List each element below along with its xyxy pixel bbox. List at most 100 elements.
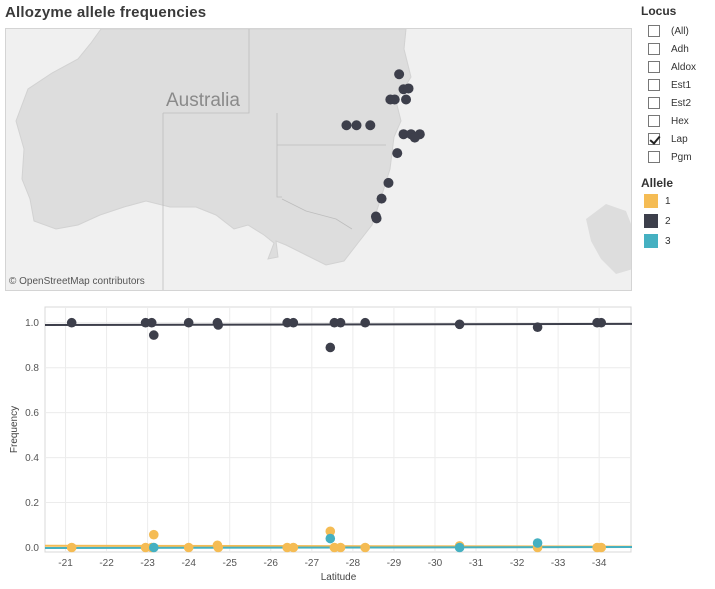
island-landmass bbox=[586, 204, 631, 274]
australia-landmass bbox=[15, 29, 412, 266]
data-point-allele-1[interactable] bbox=[213, 542, 224, 553]
map-points-layer bbox=[341, 69, 425, 224]
data-point-allele-2[interactable] bbox=[325, 342, 336, 353]
map-site-marker[interactable] bbox=[389, 94, 400, 105]
data-point-allele-3[interactable] bbox=[325, 533, 336, 544]
map-canvas[interactable]: Australia bbox=[6, 29, 632, 291]
legend-swatch bbox=[644, 234, 658, 248]
state-border bbox=[281, 198, 353, 230]
y-axis-label: Frequency bbox=[9, 406, 20, 453]
map-site-marker[interactable] bbox=[371, 213, 382, 224]
x-axis-label: Latitude bbox=[321, 572, 357, 583]
x-tick-label: -30 bbox=[428, 558, 443, 569]
data-point-allele-2[interactable] bbox=[454, 319, 465, 330]
y-tick-label: 0.4 bbox=[25, 453, 39, 464]
locus-option-label: Est1 bbox=[671, 79, 692, 91]
chart-canvas[interactable]: -21 -22 -23 -24 -25 -26 -27 -28 -29 -30 -31 -32 -33 -… bbox=[5, 306, 632, 589]
data-point-allele-2[interactable] bbox=[183, 317, 194, 328]
data-point-allele-2[interactable] bbox=[288, 317, 299, 328]
x-tick-label: -26 bbox=[264, 558, 279, 569]
y-tick-label: 0.0 bbox=[25, 543, 39, 554]
legend-label: 2 bbox=[665, 215, 671, 227]
legend-swatch bbox=[644, 194, 658, 208]
checkbox[interactable] bbox=[648, 115, 660, 127]
checkbox[interactable] bbox=[648, 43, 660, 55]
locus-option-est2[interactable]: Est2 bbox=[648, 94, 691, 112]
map-site-marker[interactable] bbox=[341, 120, 352, 131]
y-tick-label: 1.0 bbox=[25, 318, 39, 329]
x-tick-label: -32 bbox=[510, 558, 525, 569]
x-tick-label: -27 bbox=[305, 558, 320, 569]
data-point-allele-1[interactable] bbox=[335, 542, 346, 553]
x-tick-label: -24 bbox=[181, 558, 196, 569]
checkbox[interactable] bbox=[648, 97, 660, 109]
legend-item-allele-3[interactable]: 3 bbox=[644, 232, 671, 250]
checkbox[interactable] bbox=[648, 25, 660, 37]
locus-option-label: Pgm bbox=[671, 151, 692, 163]
locus-option-est1[interactable]: Est1 bbox=[648, 76, 691, 94]
data-point-allele-2[interactable] bbox=[360, 317, 370, 328]
data-point-allele-1[interactable] bbox=[360, 542, 370, 553]
map-country-label: Australia bbox=[166, 90, 240, 111]
map-site-marker[interactable] bbox=[376, 193, 387, 204]
data-point-allele-2[interactable] bbox=[532, 322, 543, 333]
data-point-allele-2[interactable] bbox=[148, 330, 159, 340]
data-point-allele-2[interactable] bbox=[596, 317, 607, 328]
x-tick-label: -33 bbox=[551, 558, 566, 569]
x-tick-label: -29 bbox=[387, 558, 402, 569]
locus-option-label: Adh bbox=[671, 43, 689, 55]
x-tick-label: -21 bbox=[58, 558, 73, 569]
state-border bbox=[276, 145, 282, 198]
y-tick-label: 0.2 bbox=[25, 498, 39, 509]
data-point-allele-1[interactable] bbox=[183, 542, 194, 553]
locus-option-label: Lap bbox=[671, 133, 688, 145]
checkbox[interactable] bbox=[648, 61, 660, 73]
x-tick-label: -31 bbox=[469, 558, 484, 569]
data-point-allele-1[interactable] bbox=[148, 529, 159, 540]
legend-swatch bbox=[644, 214, 658, 228]
x-tick-label: -34 bbox=[592, 558, 607, 569]
checkbox[interactable] bbox=[648, 79, 660, 91]
data-point-allele-3[interactable] bbox=[532, 538, 543, 548]
locus-option-all[interactable]: (All) bbox=[648, 22, 689, 40]
y-tick-label: 0.6 bbox=[25, 408, 39, 419]
map-site-marker[interactable] bbox=[401, 94, 412, 105]
data-point-allele-2[interactable] bbox=[213, 320, 224, 330]
locus-option-aldox[interactable]: Aldox bbox=[648, 58, 696, 76]
map-site-marker[interactable] bbox=[398, 129, 409, 140]
checkbox[interactable] bbox=[648, 133, 660, 145]
data-point-allele-3[interactable] bbox=[148, 542, 159, 553]
map-panel[interactable]: Australia © OpenStreetMap contributors bbox=[5, 28, 632, 291]
locus-option-adh[interactable]: Adh bbox=[648, 40, 689, 58]
map-site-marker[interactable] bbox=[394, 69, 405, 80]
data-point-allele-1[interactable] bbox=[596, 542, 607, 553]
legend-label: 1 bbox=[665, 195, 671, 207]
map-site-marker[interactable] bbox=[403, 83, 414, 94]
x-tick-label: -25 bbox=[222, 558, 237, 569]
locus-option-label: Aldox bbox=[671, 61, 697, 73]
legend-label: 3 bbox=[665, 235, 671, 247]
data-point-allele-2[interactable] bbox=[66, 317, 77, 328]
map-site-marker[interactable] bbox=[365, 120, 376, 131]
locus-option-lap[interactable]: Lap bbox=[648, 130, 688, 148]
checkbox[interactable] bbox=[648, 151, 660, 163]
map-site-marker[interactable] bbox=[383, 177, 394, 188]
page-title: Allozyme allele frequencies bbox=[5, 4, 207, 21]
state-border bbox=[163, 29, 250, 114]
legend-item-allele-2[interactable]: 2 bbox=[644, 212, 671, 230]
data-point-allele-2[interactable] bbox=[335, 317, 346, 328]
data-point-allele-1[interactable] bbox=[288, 542, 299, 553]
locus-option-hex[interactable]: Hex bbox=[648, 112, 689, 130]
legend-item-allele-1[interactable]: 1 bbox=[644, 192, 671, 210]
data-point-allele-2[interactable] bbox=[146, 317, 157, 328]
map-site-marker[interactable] bbox=[351, 120, 362, 131]
locus-option-label: (All) bbox=[671, 25, 689, 37]
data-point-allele-1[interactable] bbox=[325, 526, 336, 537]
allele-legend-title: Allele bbox=[641, 176, 674, 190]
data-point-allele-3[interactable] bbox=[454, 542, 465, 553]
map-site-marker[interactable] bbox=[409, 132, 420, 143]
map-site-marker[interactable] bbox=[392, 148, 403, 159]
data-point-allele-1[interactable] bbox=[66, 542, 77, 553]
locus-option-pgm[interactable]: Pgm bbox=[648, 148, 692, 166]
scatter-chart[interactable]: -21 -22 -23 -24 -25 -26 -27 -28 -29 -30 -31 -32 -33 -… bbox=[5, 306, 632, 589]
